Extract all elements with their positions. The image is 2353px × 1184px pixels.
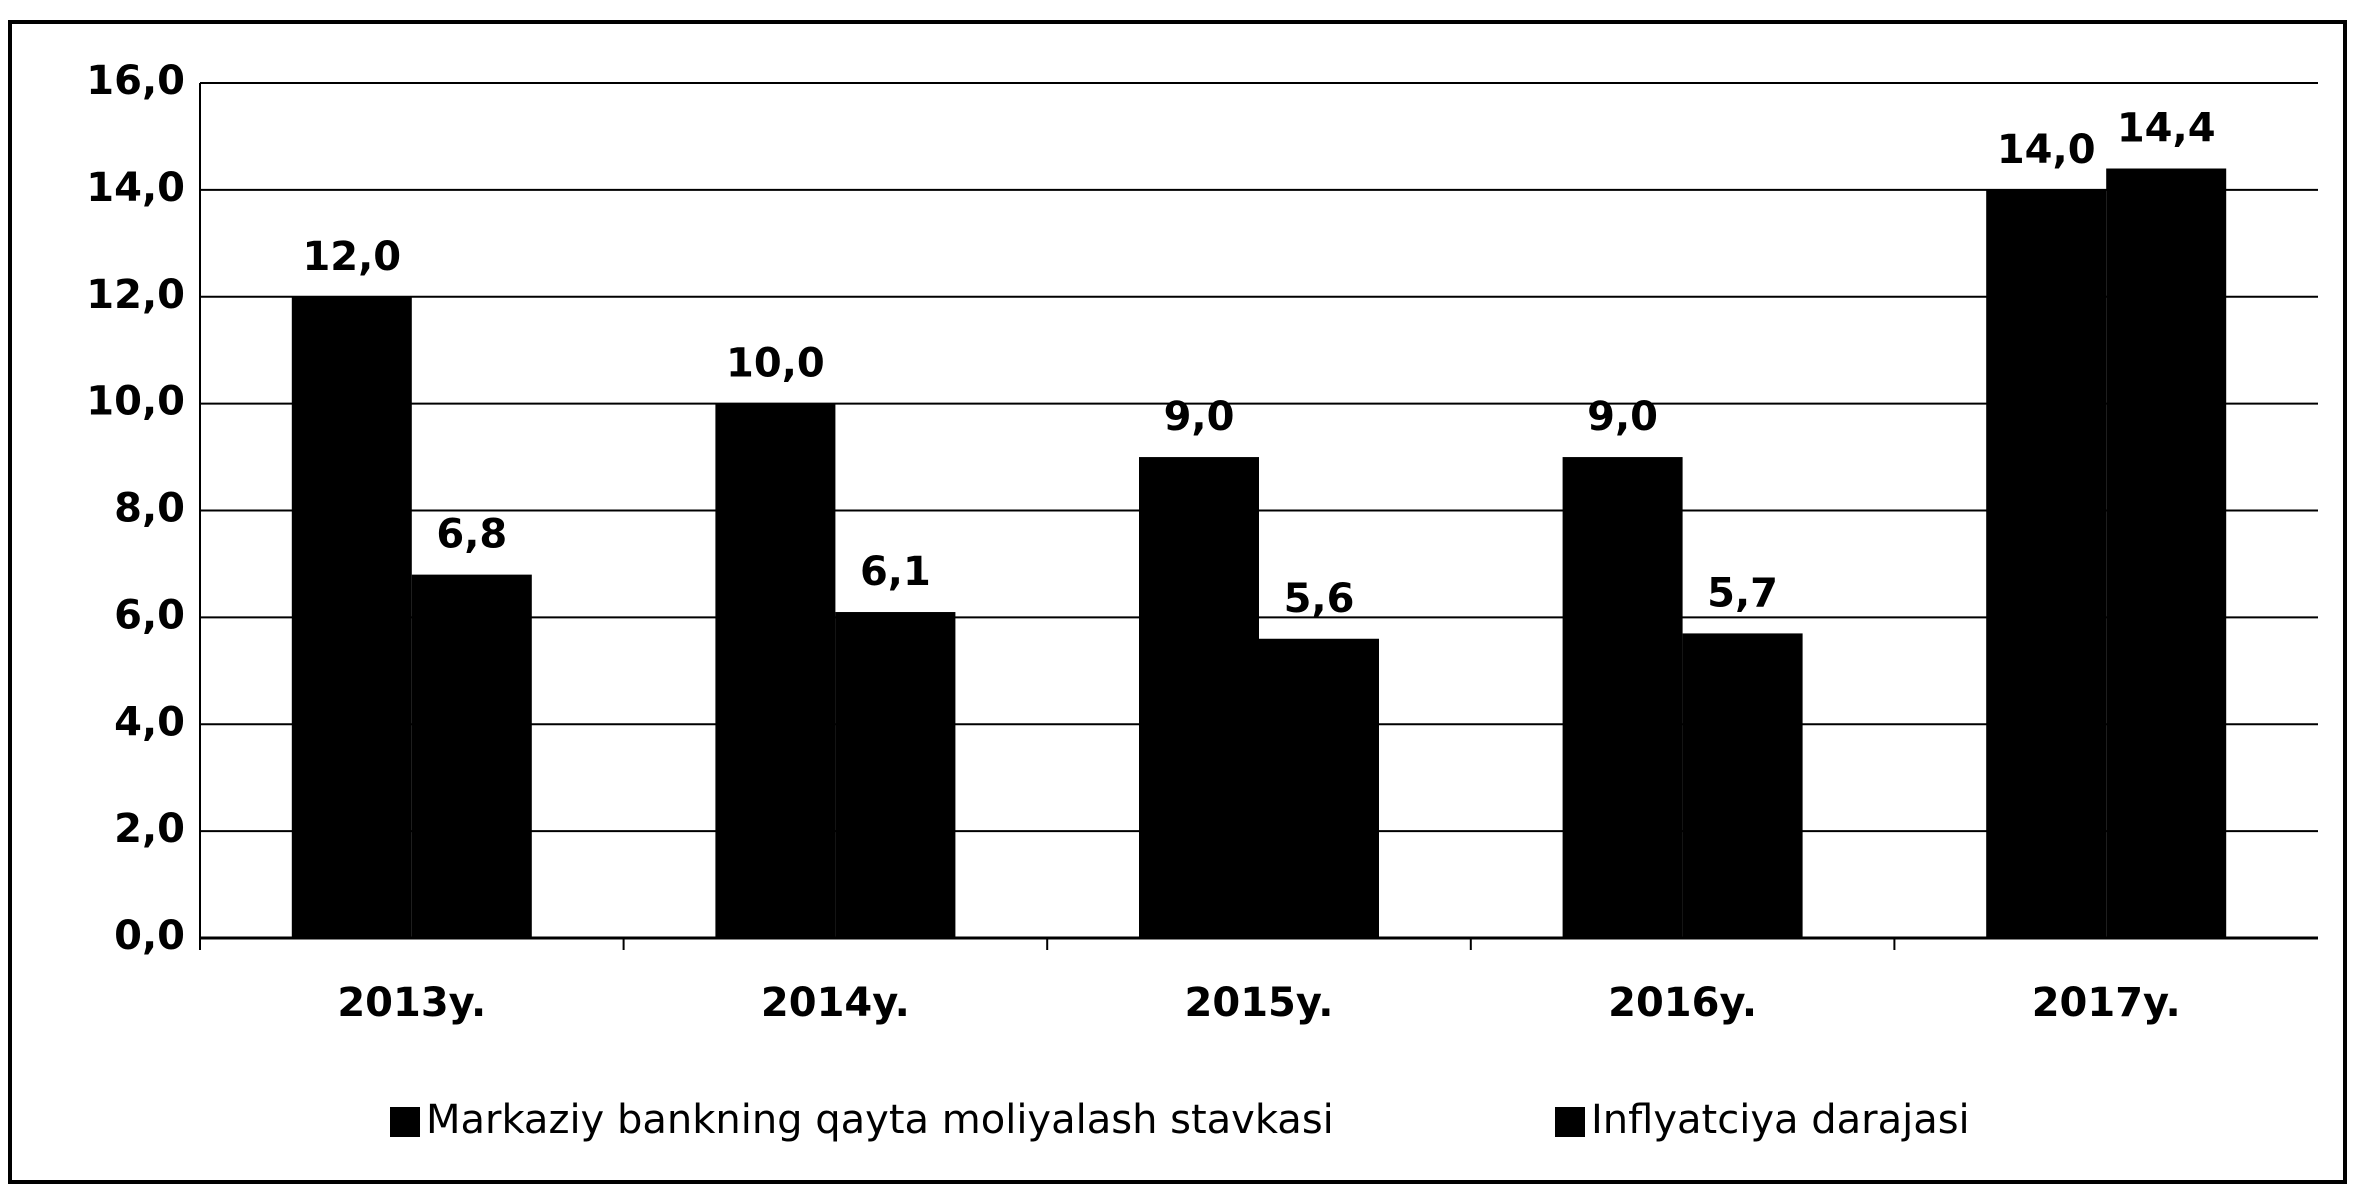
bar [411,574,532,938]
y-tick-label: 14,0 [86,165,185,211]
bar [1139,457,1259,938]
y-tick-label: 8,0 [114,486,185,532]
legend-swatch [1555,1107,1585,1137]
y-tick-label: 0,0 [114,913,185,959]
x-tick-label: 2013y. [337,980,486,1026]
bar [1986,189,2107,938]
data-label: 14,4 [2117,106,2216,152]
x-tick-label: 2017y. [2032,980,2181,1026]
bar [2106,168,2227,938]
data-label: 5,6 [1284,576,1355,622]
bar [1562,457,1683,938]
legend-swatch [390,1107,420,1137]
y-tick-label: 12,0 [86,272,185,318]
legend-label: Markaziy bankning qayta moliyalash stavk… [426,1097,1334,1143]
data-label: 9,0 [1587,394,1658,440]
data-label: 14,0 [1997,127,2096,173]
data-label: 9,0 [1164,394,1235,440]
y-tick-label: 6,0 [114,592,185,638]
bar [835,612,956,938]
bar [1682,633,1803,938]
bar [1259,638,1379,938]
data-label: 5,7 [1707,570,1778,616]
data-label: 10,0 [726,341,825,387]
legend-label: Inflyatciya darajasi [1591,1097,1970,1143]
bar [715,403,836,938]
y-tick-label: 10,0 [86,379,185,425]
data-label: 12,0 [302,234,401,280]
x-tick-label: 2016y. [1608,980,1757,1026]
data-label: 6,8 [436,512,507,558]
y-tick-label: 16,0 [86,58,185,104]
y-tick-label: 4,0 [114,699,185,745]
bar [291,296,412,938]
data-label: 6,1 [860,549,931,595]
x-tick-label: 2014y. [761,980,910,1026]
x-tick-label: 2015y. [1185,980,1334,1026]
y-tick-label: 2,0 [114,806,185,852]
